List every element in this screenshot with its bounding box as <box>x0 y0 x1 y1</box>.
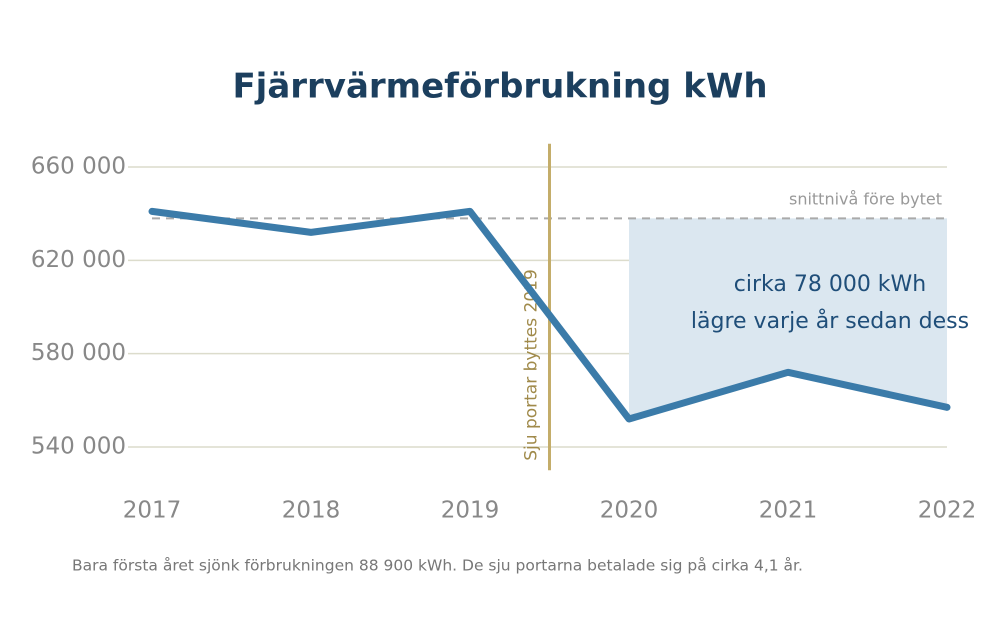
event-label: Sju portar byttes 2019 <box>522 269 542 461</box>
y-tick-label: 580 000 <box>31 340 126 366</box>
y-tick-label: 540 000 <box>31 433 126 459</box>
y-tick-label: 660 000 <box>31 154 126 180</box>
highlight-text: cirka 78 000 kWh <box>734 272 927 297</box>
x-tick-label: 2021 <box>759 498 818 524</box>
chart-title: Fjärrvärmeförbrukning kWh <box>232 67 767 107</box>
y-tick-label: 620 000 <box>31 247 126 273</box>
x-tick-label: 2020 <box>600 498 659 524</box>
x-tick-label: 2017 <box>123 498 182 524</box>
x-tick-label: 2022 <box>918 498 977 524</box>
footnote: Bara första året sjönk förbrukningen 88 … <box>72 557 803 575</box>
reference-label: snittnivå före bytet <box>789 190 942 209</box>
highlight-text: lägre varje år sedan dess <box>691 308 969 334</box>
x-tick-label: 2018 <box>282 498 341 524</box>
x-tick-label: 2019 <box>441 498 500 524</box>
highlight-area <box>629 218 947 419</box>
data-line <box>148 207 951 423</box>
